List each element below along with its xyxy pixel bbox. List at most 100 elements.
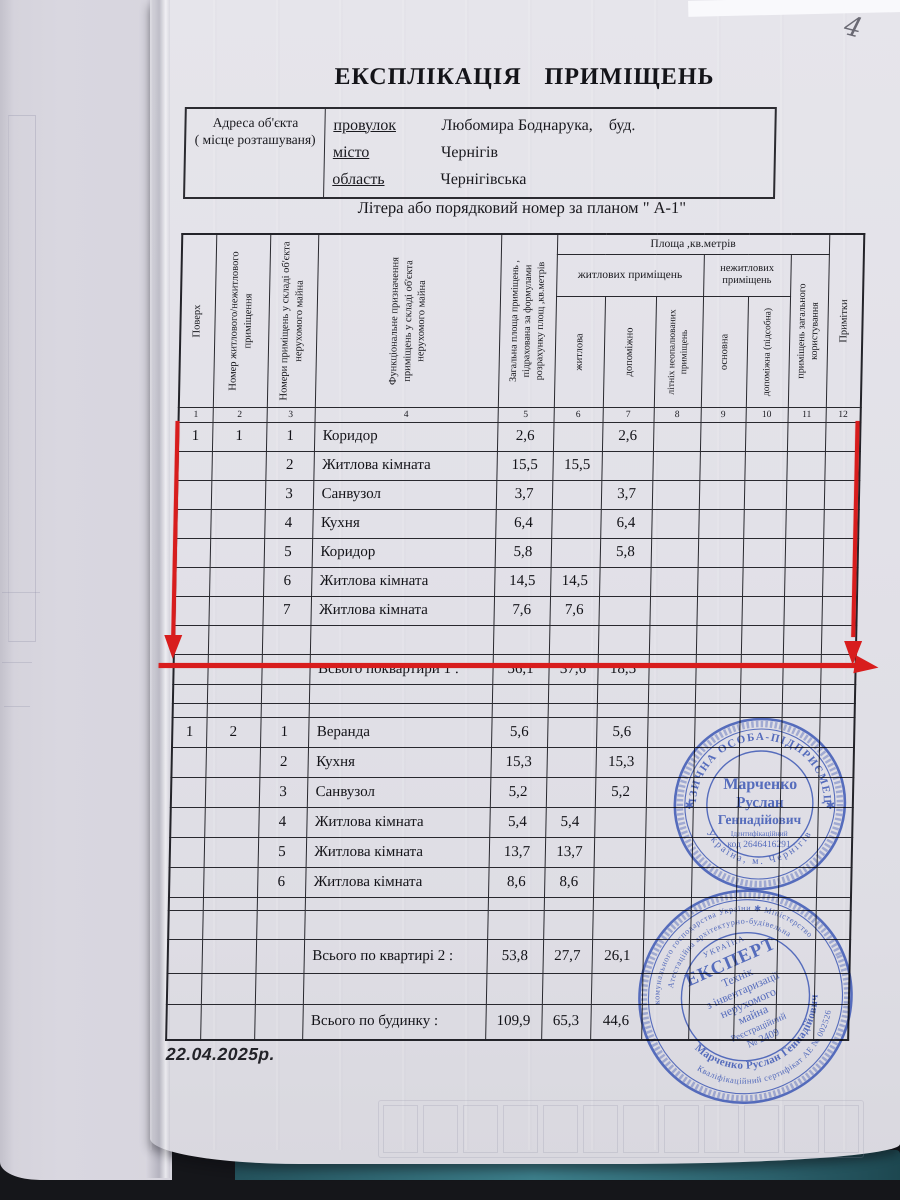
table-cell [744,451,787,480]
table-cell: 56,1 [492,654,549,684]
table-cell [742,538,786,567]
table-cell [207,625,263,654]
table-cell: 7,6 [493,596,551,625]
table-cell [547,684,598,703]
header-unit-number: Номер житлового/нежитлового приміщення [212,234,271,407]
table-cell [551,480,602,509]
table-cell: 5,2 [594,777,647,807]
table-cell: 5,6 [491,717,548,747]
table-cell [699,451,745,480]
table-cell [204,777,260,807]
fop-star-left-icon: ✱ [685,800,694,812]
header-aux-utility: допоміжна (підсобна) [745,296,791,407]
table-cell: 7,6 [549,596,600,625]
table-cell [697,538,744,567]
column-number: 1 [178,407,213,422]
table-cell [785,509,824,538]
table-cell [697,567,743,596]
header-area-group: Площа ,кв.метрів [556,234,830,254]
table-cell [209,567,264,596]
table-cell: 2 [206,717,261,747]
column-number: 2 [212,407,267,422]
address-field-city: місто [332,143,370,161]
show-through-table [378,1100,864,1158]
header-summer-unheated: літніх неопалюваних приміщень [653,296,704,407]
column-number: 9 [700,407,746,422]
table-cell: 6,4 [495,509,552,538]
table-cell [783,596,823,625]
table-cell [781,684,821,703]
table-cell [170,777,206,807]
table-cell [203,837,259,867]
table-cell: Житлова кімната [306,807,490,837]
table-cell: 65,3 [541,1004,591,1040]
table-cell [168,897,203,910]
table-cell: 4 [264,509,313,538]
table-cell [308,703,492,717]
table-cell: 15,3 [490,747,548,777]
table-cell: Житлова кімната [305,837,490,867]
fop-id-label: Ідентифікаційний [731,829,788,838]
table-cell [172,703,207,717]
header-residential-group: житлових приміщень [556,254,704,297]
table-cell [650,538,699,567]
table-cell [256,910,305,939]
table-cell: 5,4 [489,807,546,837]
table-cell [695,654,741,684]
table-cell: 6 [263,567,312,596]
table-cell: 14,5 [494,567,551,596]
table-cell: 5 [263,538,313,567]
table-cell [551,509,601,538]
table-cell [211,451,266,480]
table-cell [255,939,305,973]
undersheet-ghost-lines [8,115,36,642]
table-cell [598,596,651,625]
column-number: 3 [266,407,315,422]
table-cell: 1 [265,422,315,451]
table-cell [260,703,309,717]
table-cell: 5,8 [494,538,552,567]
table-cell [543,897,593,910]
table-cell [202,897,257,910]
header-common-use: приміщень загального користування [787,254,829,407]
table-row-data: 4 Кухня 6,4 6,4 [176,509,859,538]
undersheet-ghost-line [4,706,30,707]
table-cell: Житлова кімната [310,596,495,625]
table-cell [594,807,646,837]
column-number: 4 [314,407,498,422]
table-cell: 5,4 [545,807,595,837]
table-cell [169,837,205,867]
table-cell [207,654,262,684]
table-cell [254,973,304,1004]
table-cell [176,509,211,538]
table-cell [543,910,593,939]
address-block: Адреса об'єкта ( місце розташуваня) пров… [183,107,777,199]
table-cell [696,596,743,625]
table-cell: 3 [264,480,314,509]
table-cell [740,625,784,654]
table-cell [742,567,785,596]
column-number: 12 [825,407,861,422]
table-cell: Коридор [313,422,498,451]
table-cell: 2,6 [496,422,554,451]
table-cell [309,625,494,654]
table-cell [487,897,544,910]
table-cell [698,509,744,538]
table-cell: 8,6 [543,867,594,897]
address-row-region: область Чернігівська [332,166,774,193]
table-cell: 1 [172,717,207,747]
table-cell [786,422,826,451]
table-cell [487,910,544,939]
table-cell: Житлова кімната [311,567,495,596]
table-cell [168,910,203,939]
document-date: 22.04.2025р. [165,1044,276,1064]
table-cell [784,567,823,596]
table-cell [205,747,261,777]
table-cell [650,567,698,596]
table-cell: 7 [262,596,312,625]
table-cell [206,703,261,717]
column-number: 11 [787,407,826,422]
column-number: 5 [497,407,554,422]
table-cell [741,596,785,625]
table-cell: 5 [257,837,307,867]
